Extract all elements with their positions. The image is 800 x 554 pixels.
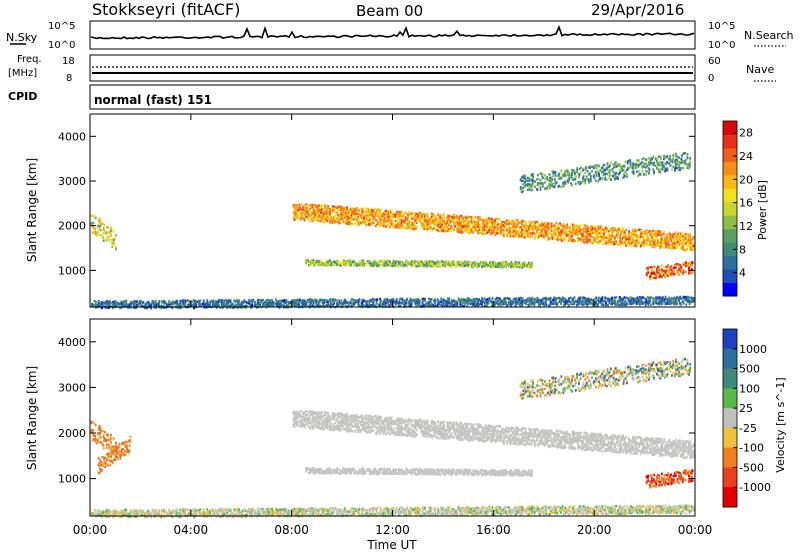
- noise-left-tick-top: 10^5: [48, 21, 75, 32]
- velocity-colorbar-swatch: [723, 487, 737, 508]
- power-ylabel: Slant Range [km]: [25, 158, 39, 262]
- freq-panel: Freq. [MHz] 18 8 60 0 Nave: [8, 54, 776, 84]
- velocity-colorbar-tick: -500: [739, 461, 764, 474]
- x-tick-label: 08:00: [274, 523, 309, 537]
- noise-right-tick-bottom: 10^0: [708, 40, 735, 51]
- cpid-label: CPID: [8, 90, 37, 103]
- power-colorbar-swatch: [723, 134, 737, 149]
- freq-unit: [MHz]: [8, 68, 37, 79]
- power-colorbar-tick: 12: [739, 220, 753, 233]
- x-tick-label: 12:00: [375, 523, 410, 537]
- x-tick-label: 00:00: [73, 523, 108, 537]
- velocity-scatter: [90, 357, 695, 519]
- power-colorbar: 4 8 12 16 20 24 28: [722, 120, 753, 297]
- power-colorbar-tick: 20: [739, 173, 753, 186]
- y-tick-label: 1000: [58, 473, 86, 486]
- power-colorbar-swatch: [723, 174, 737, 189]
- x-tick-label: 00:00: [678, 523, 713, 537]
- velocity-colorbar-swatch: [723, 408, 737, 429]
- nave-label: Nave: [746, 63, 774, 76]
- y-tick-label: 1000: [58, 264, 86, 277]
- x-tick-label: 04:00: [174, 523, 209, 537]
- noise-right-label: N.Search: [744, 29, 794, 42]
- velocity-colorbar: 1000 500 100 25 -25 -100 -500 -1000: [722, 328, 771, 508]
- date-title: 29/Apr/2016: [591, 1, 684, 19]
- velocity-colorbar-tick: 100: [739, 382, 760, 395]
- velocity-colorbar-tick: 25: [739, 402, 753, 415]
- power-colorbar-tick: 28: [739, 127, 753, 140]
- velocity-colorbar-swatch: [723, 447, 737, 468]
- velocity-colorbar-swatch: [723, 329, 737, 350]
- velocity-colorbar-tick: 500: [739, 363, 760, 376]
- velocity-colorbar-tick: 1000: [739, 343, 767, 356]
- cpid-value: normal (fast) 151: [94, 93, 212, 107]
- y-tick-label: 4000: [58, 336, 86, 349]
- nave-tick-top: 60: [708, 56, 721, 67]
- velocity-panel: 1000 2000 3000 4000 Slant Range [km] 1000 50…: [25, 318, 787, 519]
- time-axis: 00:00 04:00 08:00 12:00 16:00 20:00 00:00: [73, 114, 713, 537]
- power-colorbar-tick: 4: [739, 267, 746, 280]
- velocity-colorbar-tick: -1000: [739, 481, 771, 494]
- power-colorbar-swatch: [723, 121, 737, 135]
- power-panel: 1000 2000 3000 4000 Slant Range [km] 4 8 12 16…: [25, 113, 769, 310]
- power-colorbar-swatch: [723, 282, 737, 297]
- velocity-colorbar-swatch: [723, 388, 737, 409]
- x-tick-label: 20:00: [577, 523, 612, 537]
- noise-right-tick-top: 10^5: [708, 21, 735, 32]
- velocity-ylabel: Slant Range [km]: [25, 366, 39, 470]
- power-colorbar-swatch: [723, 228, 737, 243]
- power-colorbar-tick: 24: [739, 150, 753, 163]
- velocity-colorbar-swatch: [723, 467, 737, 488]
- station-title: Stokkseyri (fitACF): [92, 0, 240, 19]
- power-colorbar-swatch: [723, 215, 737, 230]
- velocity-colorbar-tick: -100: [739, 442, 764, 455]
- power-colorbar-swatch: [723, 147, 737, 162]
- power-colorbar-swatch: [723, 201, 737, 216]
- y-tick-label: 2000: [58, 427, 86, 440]
- freq-tick-bottom: 8: [66, 73, 72, 84]
- velocity-colorbar-label: Velocity [m s^-1]: [774, 377, 787, 472]
- noise-left-label: N.Sky: [6, 31, 38, 44]
- power-colorbar-swatch: [723, 161, 737, 176]
- velocity-colorbar-swatch: [723, 368, 737, 389]
- power-colorbar-swatch: [723, 242, 737, 257]
- freq-label: Freq.: [17, 54, 42, 65]
- sky-noise-line: [90, 25, 695, 40]
- velocity-colorbar-swatch: [723, 427, 737, 449]
- y-tick-label: 3000: [58, 175, 86, 188]
- noise-left-tick-bottom: 10^0: [48, 40, 75, 51]
- noise-panel: N.Sky 10^5 10^0 10^5 10^0 N.Search: [6, 20, 794, 51]
- y-tick-label: 4000: [58, 130, 86, 143]
- power-colorbar-label: Power [dB]: [756, 180, 769, 240]
- power-colorbar-swatch: [723, 269, 737, 284]
- power-colorbar-tick: 16: [739, 197, 753, 210]
- y-tick-label: 3000: [58, 381, 86, 394]
- velocity-colorbar-swatch: [723, 348, 737, 370]
- x-tick-label: 16:00: [476, 523, 511, 537]
- velocity-colorbar-tick: -25: [739, 422, 757, 435]
- nave-tick-bottom: 0: [708, 73, 714, 84]
- power-colorbar-swatch: [723, 255, 737, 270]
- power-colorbar-tick: 8: [739, 243, 746, 256]
- x-axis-label: Time UT: [366, 538, 417, 552]
- power-scatter: [90, 152, 695, 310]
- y-tick-label: 2000: [58, 220, 86, 233]
- beam-title: Beam 00: [356, 2, 423, 20]
- freq-tick-top: 18: [62, 56, 75, 67]
- power-colorbar-swatch: [723, 188, 737, 203]
